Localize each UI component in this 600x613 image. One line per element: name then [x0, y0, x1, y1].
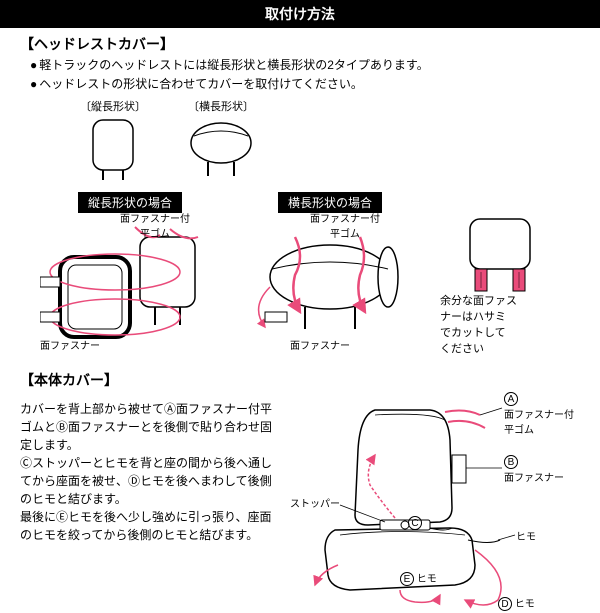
label-stopper: ストッパー	[290, 495, 340, 510]
case-side-diagram	[455, 214, 545, 294]
shape-horizontal-label: 〔横長形状〕	[186, 98, 256, 114]
shapes-row: 〔縦長形状〕 〔横長形状〕	[80, 98, 600, 182]
label-A-text: 面ファスナー付 平ゴム	[504, 410, 574, 436]
bullet-2: ヘッドレストの形状に合わせてカバーを取付けてください。	[30, 75, 600, 92]
label-A: A面ファスナー付 平ゴム	[504, 392, 574, 436]
label-B-text: 面ファスナー	[504, 473, 564, 484]
label-E-text: ヒモ	[417, 574, 437, 585]
body-diagram-wrap: ストッパー A面ファスナー付 平ゴム B面ファスナー C ヒモ E ヒモ D ヒ…	[280, 400, 580, 613]
case-horizontal: 横長形状の場合 面ファスナー付 平ゴム 面ファスナー	[240, 192, 420, 350]
headrest-horizontal-icon	[186, 118, 256, 182]
shape-horizontal: 〔横長形状〕	[186, 98, 256, 182]
label-himo: ヒモ	[516, 528, 536, 543]
bullet-1: 軽トラックのヘッドレストには縦長形状と横長形状の2タイプあります。	[30, 56, 600, 73]
label-D: D ヒモ	[498, 595, 535, 611]
label-D-text: ヒモ	[515, 599, 535, 610]
anno-fastener-2: 面ファスナー	[290, 337, 350, 352]
label-E: E ヒモ	[400, 570, 437, 586]
case-side: 余分な面ファス ナーはハサミ でカットして ください	[440, 192, 560, 350]
anno-fastener-1: 面ファスナー	[40, 337, 100, 352]
body-text: カバーを背上部から被せてⒶ面ファスナー付平ゴムとⒷ面ファスナーとを後側で貼り合わ…	[0, 400, 280, 613]
anno-fastener-elastic-2: 面ファスナー付 平ゴム	[310, 210, 380, 240]
anno-fastener-elastic-1: 面ファスナー付 平ゴム	[120, 210, 190, 240]
headrest-vertical-icon	[88, 118, 138, 182]
label-C: C	[408, 516, 422, 530]
case-vertical: 縦長形状の場合 面ファスナー付 平ゴム 面ファスナー	[40, 192, 220, 350]
label-B: B面ファスナー	[504, 455, 564, 484]
headrest-title: 【ヘッドレストカバー】	[20, 34, 600, 54]
case-row: 縦長形状の場合 面ファスナー付 平ゴム 面ファスナー 横長形状の場合	[40, 192, 600, 350]
shape-vertical-label: 〔縦長形状〕	[80, 98, 146, 114]
shape-vertical: 〔縦長形状〕	[80, 98, 146, 182]
body-section: カバーを背上部から被せてⒶ面ファスナー付平ゴムとⒷ面ファスナーとを後側で貼り合わ…	[0, 400, 600, 613]
anno-excess: 余分な面ファス ナーはハサミ でカットして ください	[440, 292, 517, 356]
body-title: 【本体カバー】	[20, 370, 600, 390]
page-header: 取付け方法	[0, 0, 600, 28]
